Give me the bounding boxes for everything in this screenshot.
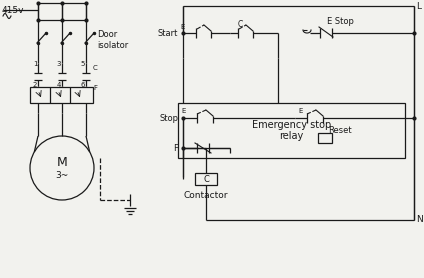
Bar: [178, 103, 405, 158]
Text: Stop: Stop: [159, 113, 178, 123]
Text: 6: 6: [81, 82, 85, 88]
Text: E: E: [298, 108, 302, 114]
Text: C: C: [93, 65, 98, 71]
Text: Door
isolator: Door isolator: [97, 30, 128, 50]
Text: 5: 5: [81, 61, 85, 67]
Text: E Stop: E Stop: [326, 16, 354, 26]
Text: 3~: 3~: [56, 170, 69, 180]
Bar: [30, 87, 93, 103]
Bar: [195, 173, 217, 185]
Text: Reset: Reset: [328, 125, 351, 135]
Text: Emergency stop
relay: Emergency stop relay: [252, 120, 331, 141]
Text: Contactor: Contactor: [183, 190, 228, 200]
Text: C: C: [203, 175, 209, 183]
Text: 2: 2: [33, 82, 37, 88]
Text: 1: 1: [33, 61, 37, 67]
Bar: [318, 133, 332, 143]
Text: M: M: [57, 155, 67, 168]
Text: E: E: [182, 108, 186, 114]
Text: N: N: [416, 215, 423, 225]
Text: 4: 4: [57, 82, 61, 88]
Text: F: F: [93, 85, 97, 91]
Text: 3: 3: [57, 61, 61, 67]
Text: E: E: [181, 24, 185, 30]
Text: L: L: [416, 1, 421, 11]
Text: C: C: [237, 19, 243, 29]
Text: 415v: 415v: [2, 6, 25, 14]
Text: Start: Start: [158, 29, 178, 38]
Text: F: F: [173, 143, 178, 153]
